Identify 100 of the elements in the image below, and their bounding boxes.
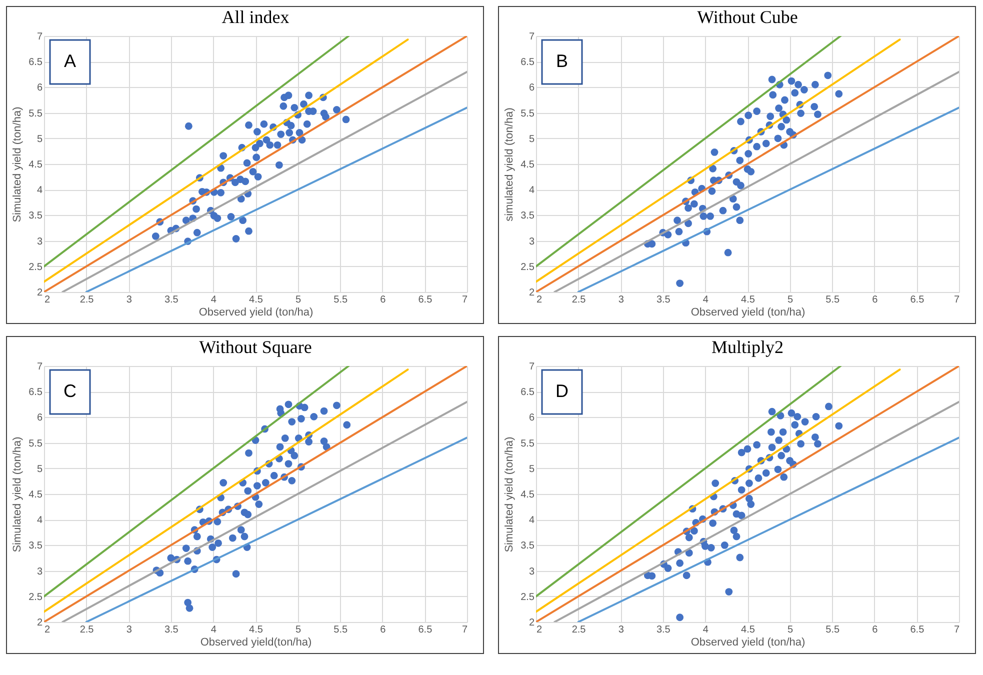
y-axis-title: Simulated yield (ton/ha) bbox=[12, 436, 24, 552]
x-axis-title: Observed yield (ton/ha) bbox=[690, 636, 806, 648]
annotation: C bbox=[64, 381, 76, 401]
x-tick-label: 6.5 bbox=[910, 294, 925, 306]
y-tick-label: 4.5 bbox=[520, 490, 535, 500]
x-tick-label: 6.5 bbox=[418, 624, 433, 636]
y-tick-label: 7 bbox=[528, 362, 535, 372]
x-tick-label: 2 bbox=[536, 294, 542, 306]
y-tick-label: 3 bbox=[36, 566, 43, 578]
y-axis-title: Simulated yield (ton/ha) bbox=[504, 436, 516, 552]
x-tick-label: 2.5 bbox=[80, 624, 94, 636]
x-tick-label: 4 bbox=[702, 294, 709, 306]
x-tick-label: 3.5 bbox=[164, 294, 179, 306]
y-tick-label: 6 bbox=[36, 412, 43, 424]
x-tick-label: 5 bbox=[296, 624, 302, 636]
x-tick-label: 5 bbox=[788, 294, 794, 306]
x-tick-label: 4 bbox=[702, 624, 709, 636]
y-axis-title: simulated yield (ton/ha) bbox=[504, 108, 516, 222]
x-tick-label: 6.5 bbox=[418, 294, 433, 306]
y-tick-label: 4 bbox=[36, 185, 43, 196]
y-tick-label: 4.5 bbox=[28, 160, 43, 170]
y-tick-label: 3.5 bbox=[28, 540, 43, 552]
chart-title: Without Cube bbox=[697, 7, 798, 27]
y-tick-label: 2 bbox=[528, 288, 535, 298]
y-tick-label: 2.5 bbox=[28, 262, 43, 273]
y-tick-label: 7 bbox=[36, 32, 43, 42]
x-tick-label: 6 bbox=[872, 294, 878, 306]
x-axis-title: Observed yield(ton/ha) bbox=[200, 636, 312, 648]
y-axis-title: Simulated yield (ton/ha) bbox=[12, 106, 24, 222]
x-tick-label: 3 bbox=[126, 294, 132, 306]
x-tick-label: 2.5 bbox=[80, 294, 94, 306]
x-tick-label: 3.5 bbox=[164, 624, 179, 636]
x-tick-label: 4.5 bbox=[249, 294, 264, 306]
y-tick-label: 3.5 bbox=[28, 210, 43, 222]
x-tick-label: 5.5 bbox=[334, 294, 348, 306]
y-tick-label: 7 bbox=[36, 362, 43, 372]
x-tick-label: 7 bbox=[462, 624, 468, 636]
x-tick-label: 3 bbox=[618, 294, 624, 306]
y-tick-label: 4 bbox=[528, 515, 535, 526]
y-tick-label: 2.5 bbox=[520, 262, 535, 273]
x-tick-label: 7 bbox=[462, 294, 468, 306]
x-tick-label: 5.5 bbox=[334, 624, 348, 636]
x-tick-label: 3.5 bbox=[656, 294, 671, 306]
x-tick-label: 5 bbox=[788, 624, 794, 636]
chart-title: Multiply2 bbox=[711, 337, 784, 357]
y-tick-label: 4.5 bbox=[28, 490, 43, 500]
y-tick-label: 6 bbox=[528, 412, 535, 424]
y-tick-label: 3 bbox=[528, 566, 535, 578]
x-tick-label: 2.5 bbox=[572, 294, 586, 306]
x-tick-label: 4.5 bbox=[249, 624, 264, 636]
x-tick-label: 6.5 bbox=[910, 624, 925, 636]
x-tick-label: 3.5 bbox=[656, 624, 671, 636]
y-tick-label: 6.5 bbox=[520, 387, 535, 398]
y-tick-label: 2 bbox=[36, 288, 43, 298]
y-tick-label: 4 bbox=[528, 185, 535, 196]
y-tick-label: 5.5 bbox=[520, 108, 535, 120]
x-tick-label: 2 bbox=[44, 624, 50, 636]
x-tick-label: 2 bbox=[536, 624, 542, 636]
chart-title: All index bbox=[222, 7, 290, 27]
annotation: B bbox=[556, 51, 568, 71]
x-tick-label: 5.5 bbox=[826, 624, 840, 636]
x-tick-label: 5 bbox=[296, 294, 302, 306]
y-tick-label: 3 bbox=[36, 236, 43, 248]
y-tick-label: 5.5 bbox=[28, 438, 43, 450]
y-tick-label: 5 bbox=[36, 134, 43, 145]
x-axis-title: Observed yield (ton/ha) bbox=[198, 306, 314, 318]
annotation: D bbox=[556, 381, 568, 401]
x-tick-label: 2 bbox=[44, 294, 50, 306]
x-tick-label: 5.5 bbox=[826, 294, 840, 306]
x-tick-label: 2.5 bbox=[572, 624, 586, 636]
y-tick-label: 3.5 bbox=[520, 540, 535, 552]
y-tick-label: 5.5 bbox=[520, 438, 535, 450]
x-tick-label: 4 bbox=[210, 294, 217, 306]
x-tick-label: 7 bbox=[954, 624, 960, 636]
y-tick-label: 2 bbox=[36, 618, 43, 628]
x-tick-label: 4.5 bbox=[741, 624, 756, 636]
x-tick-label: 4.5 bbox=[741, 294, 756, 306]
y-tick-label: 2 bbox=[528, 618, 535, 628]
y-tick-label: 6 bbox=[36, 82, 43, 94]
x-tick-label: 3 bbox=[618, 624, 624, 636]
y-tick-label: 6.5 bbox=[28, 387, 43, 398]
y-tick-label: 5 bbox=[36, 464, 43, 475]
y-tick-label: 5 bbox=[528, 134, 535, 145]
y-tick-label: 7 bbox=[528, 32, 535, 42]
y-tick-label: 3 bbox=[528, 236, 535, 248]
y-tick-label: 2.5 bbox=[520, 592, 535, 603]
y-tick-label: 6.5 bbox=[520, 57, 535, 68]
x-tick-label: 4 bbox=[210, 624, 217, 636]
x-tick-label: 6 bbox=[380, 294, 386, 306]
chart-title: Without Square bbox=[199, 337, 312, 357]
x-tick-label: 6 bbox=[380, 624, 386, 636]
y-tick-label: 2.5 bbox=[28, 592, 43, 603]
y-tick-label: 5 bbox=[528, 464, 535, 475]
y-tick-label: 3.5 bbox=[520, 210, 535, 222]
y-tick-label: 4.5 bbox=[520, 160, 535, 170]
y-tick-label: 5.5 bbox=[28, 108, 43, 120]
x-axis-title: Observed yield (ton/ha) bbox=[690, 306, 806, 318]
y-tick-label: 6 bbox=[528, 82, 535, 94]
y-tick-label: 6.5 bbox=[28, 57, 43, 68]
y-tick-label: 4 bbox=[36, 515, 43, 526]
